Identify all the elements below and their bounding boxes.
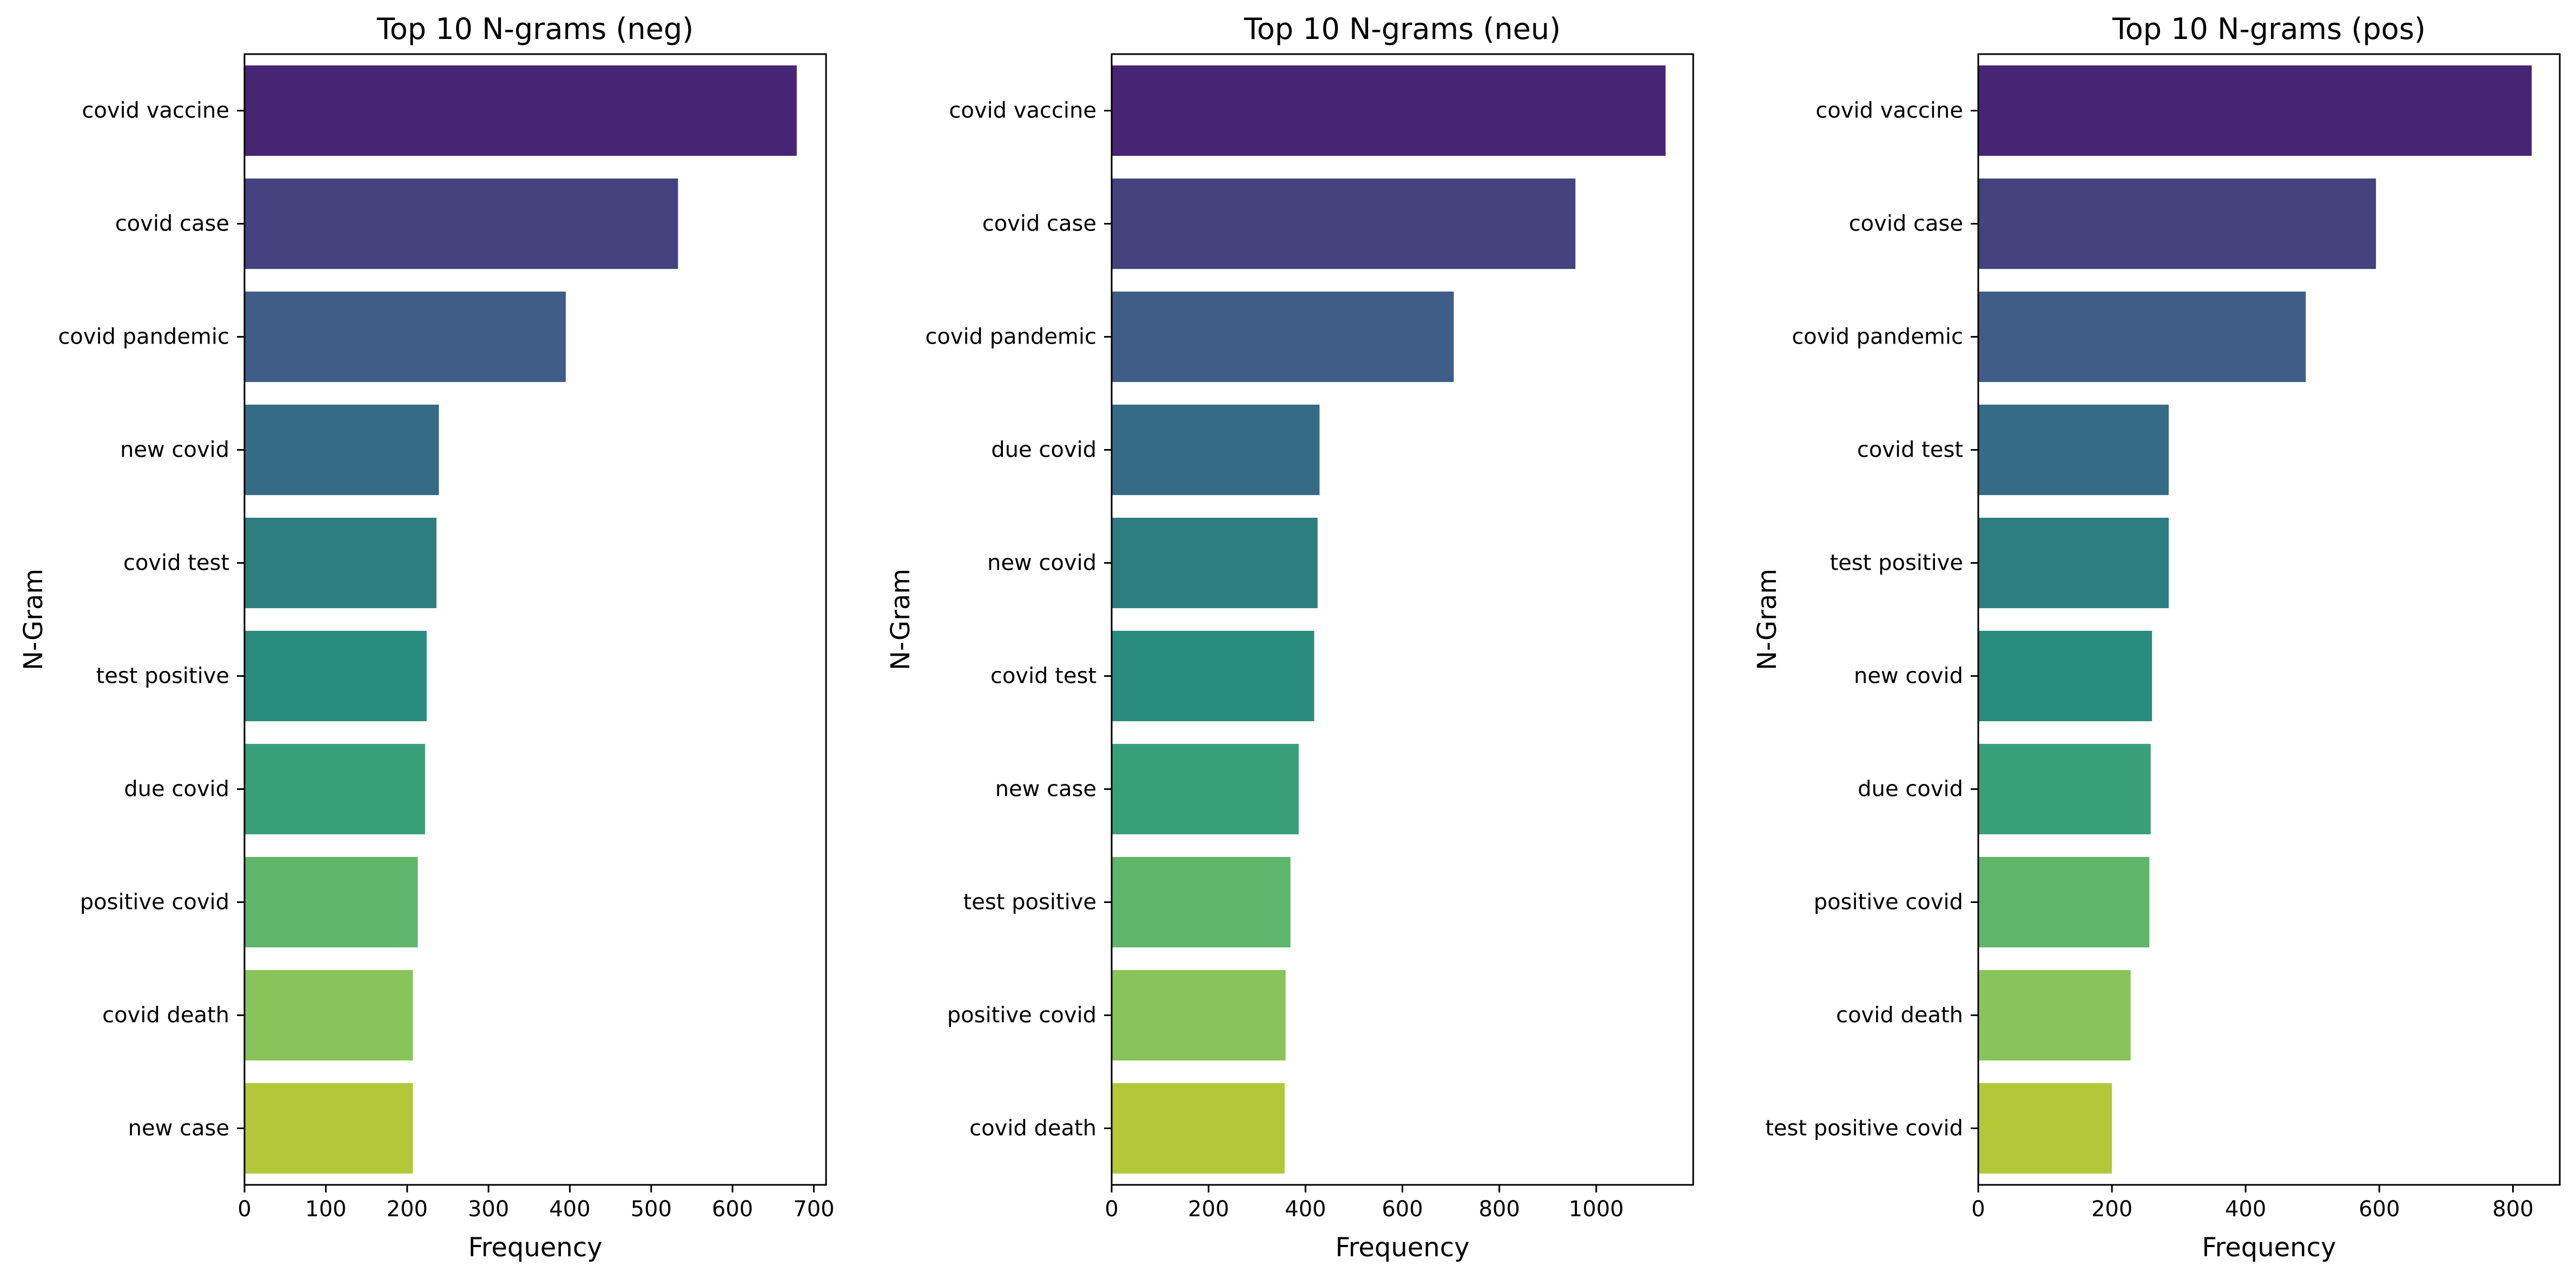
- x-tick-label-1-1: 200: [1188, 1197, 1229, 1222]
- y-tick-label-0-4: covid test: [123, 551, 229, 576]
- x-tick-label-0-2: 200: [387, 1197, 428, 1222]
- x-tick-label-0-7: 700: [793, 1197, 834, 1222]
- y-tick-label-1-3: due covid: [991, 438, 1097, 463]
- bar-0-2: [245, 291, 566, 383]
- chart-panel-1: covid vaccine covid case covid pandemic due…: [886, 12, 1694, 1263]
- x-tick-label-0-1: 100: [305, 1197, 346, 1222]
- y-tick-label-0-3: new covid: [120, 438, 229, 463]
- y-tick-label-0-9: new case: [128, 1116, 229, 1141]
- bar-0-3: [245, 404, 439, 496]
- bar-0-7: [245, 856, 418, 948]
- bar-2-8: [1978, 970, 2131, 1061]
- y-tick-label-2-7: positive covid: [1814, 890, 1963, 915]
- bar-2-3: [1978, 404, 2169, 496]
- y-tick-label-0-1: covid case: [115, 212, 229, 236]
- x-tick-label-1-3: 600: [1382, 1197, 1423, 1222]
- y-tick-label-0-0: covid vaccine: [82, 98, 229, 123]
- y-tick-label-0-2: covid pandemic: [58, 325, 229, 350]
- x-axis-label-0: Frequency: [468, 1232, 603, 1263]
- bar-1-6: [1112, 743, 1299, 835]
- bar-0-5: [245, 630, 427, 722]
- x-axis-label-1: Frequency: [1336, 1232, 1470, 1263]
- y-tick-label-1-1: covid case: [982, 212, 1097, 236]
- bar-0-1: [245, 178, 678, 269]
- y-tick-label-2-4: test positive: [1830, 551, 1963, 576]
- bar-2-6: [1978, 743, 2151, 835]
- bar-1-5: [1112, 630, 1315, 722]
- bar-1-3: [1112, 404, 1320, 496]
- y-tick-label-1-5: covid test: [990, 664, 1097, 689]
- bar-1-0: [1112, 65, 1666, 156]
- y-tick-label-2-2: covid pandemic: [1792, 325, 1963, 350]
- y-tick-label-1-9: covid death: [969, 1116, 1097, 1141]
- x-tick-label-0-3: 300: [468, 1197, 509, 1222]
- y-tick-label-0-5: test positive: [96, 664, 229, 689]
- y-tick-label-1-4: new covid: [987, 551, 1097, 576]
- x-tick-label-1-5: 1000: [1569, 1197, 1624, 1222]
- chart-title-2: Top 10 N-grams (pos): [2112, 12, 2426, 46]
- bar-2-2: [1978, 291, 2306, 383]
- y-tick-label-2-1: covid case: [1849, 212, 1963, 236]
- x-tick-label-2-4: 800: [2492, 1197, 2533, 1222]
- bar-0-8: [245, 970, 413, 1061]
- bar-2-1: [1978, 178, 2376, 269]
- x-tick-label-2-3: 600: [2359, 1197, 2400, 1222]
- axes-frame-0: [243, 53, 827, 1186]
- x-tick-label-0-0: 0: [237, 1197, 251, 1222]
- bar-2-7: [1978, 856, 2150, 948]
- y-tick-label-1-8: positive covid: [947, 1003, 1097, 1028]
- y-axis-label-0: N-Gram: [18, 569, 49, 670]
- y-tick-label-1-6: new case: [995, 777, 1097, 802]
- chart-panel-0: covid vaccine covid case covid pandemic new…: [18, 12, 835, 1263]
- axes-frame-2: [1977, 53, 2561, 1186]
- y-tick-label-2-8: covid death: [1836, 1003, 1963, 1028]
- y-axis-label-2: N-Gram: [1752, 569, 1782, 670]
- bar-2-0: [1978, 65, 2532, 156]
- bar-0-0: [245, 65, 797, 156]
- y-tick-label-1-2: covid pandemic: [925, 325, 1097, 350]
- y-tick-label-2-0: covid vaccine: [1815, 98, 1963, 123]
- bar-1-4: [1112, 517, 1318, 609]
- bar-2-4: [1978, 517, 2169, 609]
- bar-1-1: [1112, 178, 1576, 269]
- bar-1-7: [1112, 856, 1291, 948]
- x-tick-label-2-0: 0: [1971, 1197, 1985, 1222]
- bar-1-8: [1112, 970, 1286, 1061]
- bar-1-2: [1112, 291, 1454, 383]
- x-tick-label-0-4: 400: [549, 1197, 590, 1222]
- x-tick-label-1-4: 800: [1478, 1197, 1520, 1222]
- x-tick-label-0-5: 500: [631, 1197, 672, 1222]
- bar-0-9: [245, 1083, 413, 1174]
- x-tick-label-1-0: 0: [1105, 1197, 1118, 1222]
- x-axis-label-2: Frequency: [2202, 1232, 2336, 1263]
- chart-title-1: Top 10 N-grams (neu): [1244, 12, 1561, 46]
- x-tick-label-0-6: 600: [712, 1197, 753, 1222]
- y-axis-label-1: N-Gram: [886, 569, 916, 670]
- y-tick-label-1-7: test positive: [963, 890, 1097, 915]
- y-tick-label-2-6: due covid: [1858, 777, 1963, 802]
- bar-1-9: [1112, 1083, 1285, 1174]
- y-tick-label-1-0: covid vaccine: [949, 98, 1097, 123]
- y-tick-label-2-3: covid test: [1857, 438, 1963, 463]
- chart-title-0: Top 10 N-grams (neg): [377, 12, 693, 46]
- y-tick-label-2-9: test positive covid: [1765, 1116, 1963, 1141]
- y-tick-label-0-7: positive covid: [80, 890, 229, 915]
- y-tick-label-0-6: due covid: [124, 777, 229, 802]
- bar-2-5: [1978, 630, 2152, 722]
- x-tick-label-1-2: 400: [1285, 1197, 1326, 1222]
- x-tick-label-2-2: 400: [2225, 1197, 2266, 1222]
- y-tick-label-0-8: covid death: [102, 1003, 229, 1028]
- bar-0-6: [245, 743, 425, 835]
- y-tick-label-2-5: new covid: [1854, 664, 1963, 689]
- bar-2-9: [1978, 1083, 2112, 1174]
- x-tick-label-2-1: 200: [2091, 1197, 2132, 1222]
- bar-0-4: [245, 517, 437, 609]
- chart-panel-2: covid vaccine covid case covid pandemic cov…: [1752, 12, 2561, 1263]
